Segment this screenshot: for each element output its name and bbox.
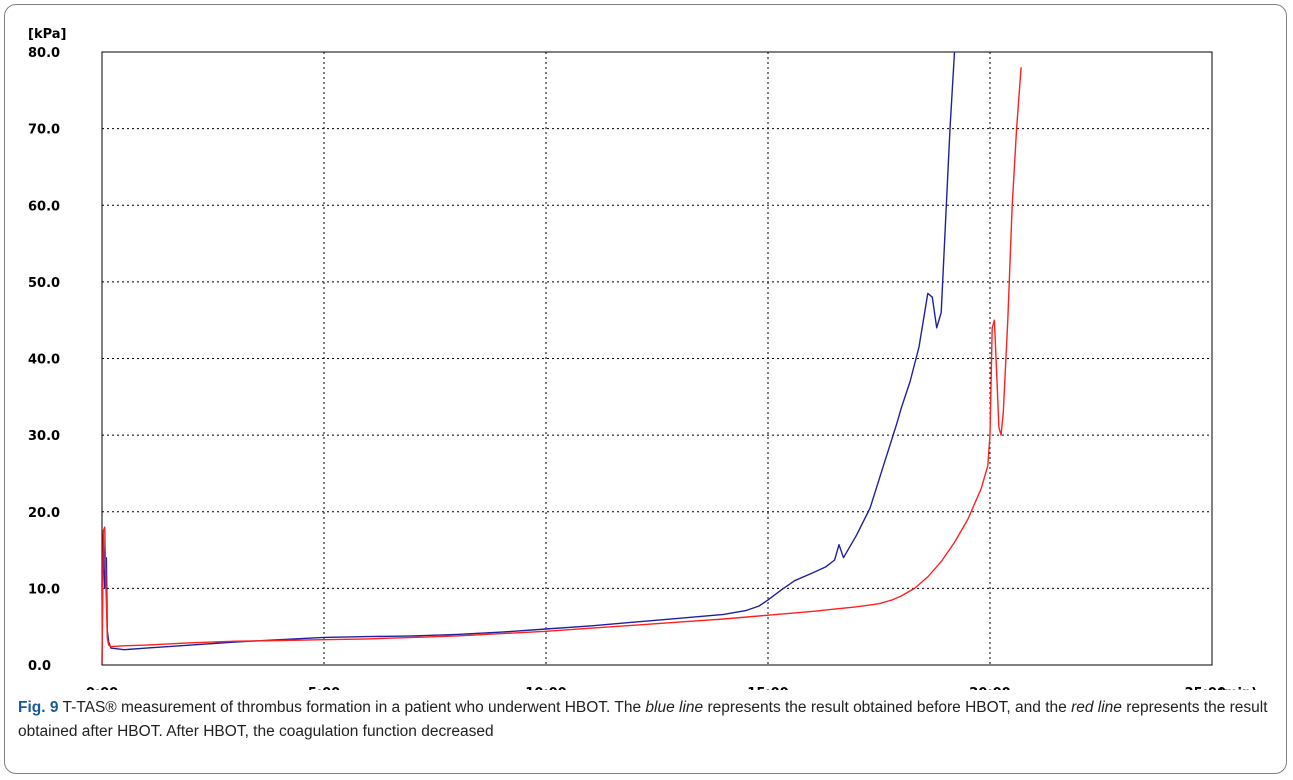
- x-tick-label: 20:00: [969, 686, 1010, 690]
- y-tick-label: 50.0: [28, 276, 60, 291]
- x-tick-label: 5:00: [308, 686, 340, 690]
- y-tick-label: 70.0: [28, 123, 60, 138]
- series-layer: [101, 51, 1022, 664]
- series-line-blue: [101, 51, 956, 664]
- chart: 0.0 10.0 20.0 30.0 40.0 50.0 60.0 70.0 80.0 0:00 5…: [28, 27, 1257, 690]
- y-axis-unit-label: [kPa]: [28, 27, 66, 42]
- x-tick-label: 0:00: [86, 686, 118, 690]
- x-axis-unit-label: (min): [1218, 686, 1257, 690]
- y-tick-label: 0.0: [28, 659, 51, 674]
- y-tick-label: 10.0: [28, 582, 60, 597]
- y-tick-label: 40.0: [28, 353, 60, 368]
- figure-number: Fig. 9: [18, 699, 59, 716]
- caption-text-3: represents the result obtained after HBO…: [18, 699, 1268, 740]
- caption-text-2: represents the result obtained before HB…: [703, 699, 1072, 716]
- figure-frame: [4, 4, 1287, 774]
- plot-area-border: [101, 51, 1213, 666]
- caption-red-term: red line: [1071, 699, 1122, 716]
- y-tick-label: 80.0: [28, 46, 60, 61]
- series-line-red: [101, 67, 1022, 663]
- y-tick-label: 20.0: [28, 506, 60, 521]
- caption-blue-term: blue line: [645, 699, 704, 716]
- caption-text-1: T-TAS® measurement of thrombus formation…: [58, 699, 646, 716]
- x-tick-label: 10:00: [525, 686, 566, 690]
- x-tick-label: 15:00: [747, 686, 788, 690]
- figure-caption: Fig. 9 T-TAS® measurement of thrombus fo…: [18, 696, 1280, 744]
- x-tick-label: 25:00: [1185, 686, 1226, 690]
- tick-labels: 0.0 10.0 20.0 30.0 40.0 50.0 60.0 70.0 80.0 0:00 5…: [28, 46, 1257, 690]
- y-tick-label: 30.0: [28, 429, 60, 444]
- grid: [102, 52, 1212, 665]
- y-tick-label: 60.0: [28, 199, 60, 214]
